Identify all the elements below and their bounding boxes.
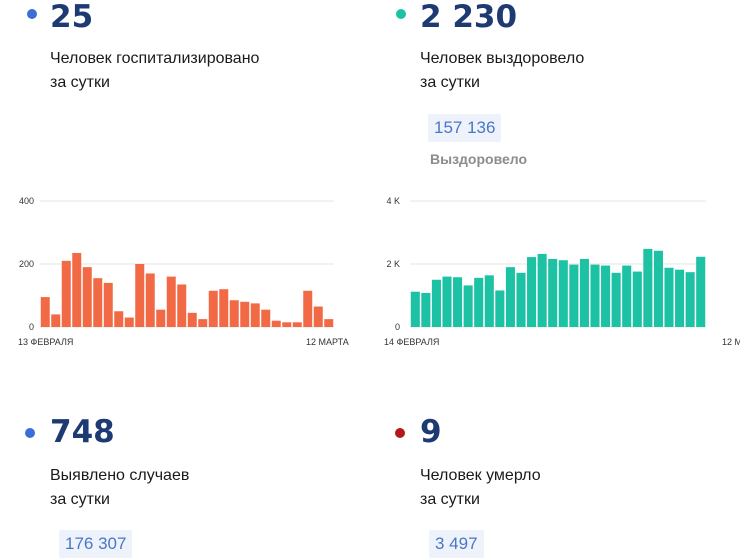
- hospitalized-dot: [27, 9, 37, 19]
- y-tick-label: 0: [29, 322, 34, 332]
- y-tick-label: 4 K: [386, 196, 400, 206]
- bar: [611, 272, 621, 327]
- y-tick-label: 0: [395, 322, 400, 332]
- bar: [40, 297, 50, 327]
- bar: [696, 256, 706, 327]
- bar: [569, 264, 579, 327]
- recovered-period: за сутки: [420, 74, 480, 91]
- bar: [474, 277, 484, 327]
- bar: [463, 285, 473, 327]
- bar: [516, 272, 526, 327]
- recovered-dot: [396, 9, 406, 19]
- bar: [675, 269, 685, 327]
- bar: [442, 276, 452, 327]
- x-start-label: 13 ФЕВРАЛЯ: [18, 337, 73, 347]
- bar: [313, 306, 323, 327]
- bar: [579, 258, 589, 327]
- bar: [685, 272, 695, 327]
- detected-value: 748: [50, 414, 115, 450]
- bar: [484, 275, 494, 327]
- bar: [453, 277, 463, 327]
- x-start-label: 14 ФЕВРАЛЯ: [384, 337, 439, 347]
- bar: [495, 290, 505, 327]
- y-tick-label: 200: [19, 259, 34, 269]
- recovered-value: 2 230: [420, 0, 518, 35]
- bar: [208, 290, 218, 327]
- recovered-total: 157 136: [428, 114, 502, 142]
- bar: [324, 319, 334, 327]
- bar: [93, 278, 103, 327]
- y-tick-label: 400: [19, 196, 34, 206]
- bar: [219, 289, 229, 327]
- bar: [156, 309, 166, 327]
- bar: [177, 284, 187, 327]
- bar: [250, 303, 260, 327]
- bar: [558, 260, 568, 327]
- bar: [72, 252, 82, 327]
- detected-total: 176 307: [59, 530, 133, 558]
- hospitalized-period: за сутки: [50, 74, 110, 91]
- bar: [410, 291, 420, 327]
- bar: [240, 301, 250, 327]
- bar: [548, 258, 558, 327]
- deaths-total: 3 497: [429, 530, 484, 558]
- x-end-label: 12 МАРТА: [722, 337, 740, 347]
- bar: [61, 260, 71, 327]
- bar: [421, 292, 431, 327]
- bar: [124, 317, 134, 327]
- bar: [664, 267, 674, 327]
- bar: [292, 322, 302, 327]
- hospitalized-value: 25: [50, 0, 94, 35]
- detected-label: Выявлено случаев: [50, 467, 190, 484]
- bar: [271, 320, 281, 327]
- hospitalized-label: Человек госпитализировано: [50, 50, 260, 67]
- bar: [632, 271, 642, 327]
- bar: [114, 311, 124, 327]
- bar: [166, 276, 176, 327]
- deaths-dot: [395, 428, 405, 438]
- bar: [282, 322, 292, 327]
- bar: [229, 300, 239, 327]
- bar: [261, 309, 271, 327]
- recovered-total-label: Выздоровело: [430, 151, 528, 167]
- bar: [82, 267, 92, 327]
- bar: [51, 314, 61, 327]
- bar: [187, 312, 197, 327]
- hospitalized-chart: 0 200 400 13 ФЕВРАЛЯ 12 МАРТА: [18, 196, 349, 347]
- bar: [145, 273, 155, 327]
- y-tick-label: 2 K: [386, 259, 400, 269]
- recovered-chart: 0 2 K 4 K 14 ФЕВРАЛЯ 12 МАРТА: [384, 196, 740, 347]
- bar: [505, 267, 515, 327]
- bar: [622, 265, 632, 327]
- bar: [537, 253, 547, 327]
- bar: [601, 265, 611, 327]
- bar: [590, 264, 600, 327]
- bar: [198, 319, 208, 327]
- bar: [135, 264, 145, 327]
- bar: [103, 282, 113, 327]
- bar: [527, 257, 537, 327]
- bar: [653, 250, 663, 327]
- deaths-period: за сутки: [420, 491, 480, 508]
- bar: [643, 248, 653, 327]
- deaths-value: 9: [420, 414, 442, 450]
- detected-dot: [25, 428, 35, 438]
- x-end-label: 12 МАРТА: [306, 337, 349, 347]
- recovered-label: Человек выздоровело: [420, 50, 585, 67]
- deaths-label: Человек умерло: [420, 467, 541, 484]
- detected-period: за сутки: [50, 491, 110, 508]
- bar: [303, 290, 313, 327]
- bar: [431, 279, 441, 327]
